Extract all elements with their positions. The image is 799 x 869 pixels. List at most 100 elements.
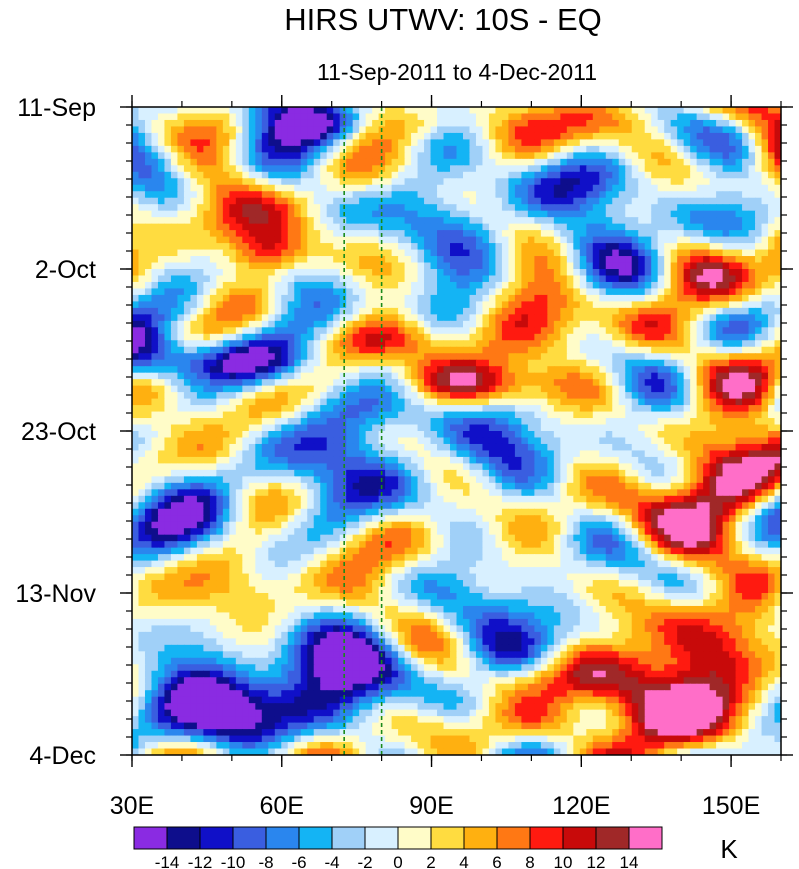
heatmap-cell bbox=[579, 249, 587, 257]
heatmap-cell bbox=[657, 301, 665, 309]
heatmap-cell bbox=[196, 288, 204, 296]
heatmap-cell bbox=[475, 340, 484, 348]
heatmap-cell bbox=[612, 398, 620, 406]
heatmap-cell bbox=[547, 392, 555, 400]
heatmap-cell bbox=[378, 184, 386, 192]
heatmap-cell bbox=[138, 333, 146, 341]
heatmap-cell bbox=[255, 223, 263, 231]
heatmap-cell bbox=[709, 113, 717, 121]
heatmap-cell bbox=[553, 379, 561, 387]
heatmap-cell bbox=[307, 366, 315, 374]
heatmap-cell bbox=[404, 262, 412, 270]
heatmap-cell bbox=[729, 405, 737, 413]
heatmap-cell bbox=[339, 288, 347, 296]
heatmap-cell bbox=[605, 171, 613, 179]
heatmap-cell bbox=[196, 236, 204, 244]
heatmap-cell bbox=[430, 333, 438, 341]
heatmap-cell bbox=[313, 333, 321, 341]
heatmap-cell bbox=[138, 288, 146, 296]
heatmap-cell bbox=[735, 424, 743, 432]
heatmap-cell bbox=[521, 217, 529, 225]
heatmap-cell bbox=[612, 243, 620, 251]
heatmap-cell bbox=[462, 178, 471, 186]
heatmap-cell bbox=[547, 372, 555, 380]
heatmap-cell bbox=[235, 314, 243, 322]
heatmap-cell bbox=[605, 411, 613, 419]
heatmap-cell bbox=[579, 359, 587, 367]
heatmap-cell bbox=[170, 132, 179, 140]
heatmap-cell bbox=[540, 275, 548, 283]
heatmap-cell bbox=[235, 424, 243, 432]
heatmap-cell bbox=[527, 398, 535, 406]
heatmap-cell bbox=[183, 346, 192, 354]
heatmap-cell bbox=[216, 392, 224, 400]
heatmap-cell bbox=[248, 139, 256, 147]
heatmap-cell bbox=[151, 113, 159, 121]
heatmap-cell bbox=[527, 119, 535, 128]
heatmap-cell bbox=[761, 165, 769, 173]
heatmap-cell bbox=[670, 424, 678, 432]
heatmap-cell bbox=[768, 236, 776, 244]
heatmap-cell bbox=[540, 204, 548, 212]
heatmap-cell bbox=[242, 333, 250, 341]
heatmap-cell bbox=[242, 281, 250, 290]
heatmap-cell bbox=[716, 262, 724, 270]
heatmap-cell bbox=[385, 269, 393, 277]
heatmap-cell bbox=[696, 385, 704, 393]
heatmap-cell bbox=[183, 217, 192, 225]
heatmap-cell bbox=[294, 126, 302, 134]
heatmap-cell bbox=[216, 359, 224, 367]
heatmap-cell bbox=[618, 346, 626, 354]
heatmap-cell bbox=[190, 294, 198, 302]
heatmap-cell bbox=[482, 223, 490, 231]
heatmap-cell bbox=[651, 314, 659, 322]
heatmap-cell bbox=[625, 119, 633, 128]
heatmap-cell bbox=[196, 307, 204, 315]
heatmap-cell bbox=[248, 119, 256, 128]
heatmap-cell bbox=[644, 385, 652, 393]
heatmap-cell bbox=[300, 269, 308, 277]
heatmap-cell bbox=[333, 126, 341, 134]
heatmap-cell bbox=[248, 340, 256, 348]
heatmap-cell bbox=[313, 366, 321, 374]
heatmap-cell bbox=[729, 113, 737, 121]
heatmap-cell bbox=[391, 210, 399, 218]
heatmap-cell bbox=[605, 243, 613, 251]
heatmap-cell bbox=[352, 191, 360, 199]
heatmap-cell bbox=[229, 152, 237, 160]
heatmap-cell bbox=[222, 294, 230, 302]
heatmap-cell bbox=[450, 385, 458, 393]
heatmap-cell bbox=[404, 353, 412, 361]
heatmap-cell bbox=[774, 307, 781, 315]
heatmap-cell bbox=[339, 314, 347, 322]
heatmap-cell bbox=[462, 281, 471, 290]
heatmap-cell bbox=[573, 178, 581, 186]
heatmap-cell bbox=[586, 281, 594, 290]
heatmap-cell bbox=[579, 366, 587, 374]
heatmap-cell bbox=[365, 210, 373, 218]
heatmap-cell bbox=[729, 288, 737, 296]
heatmap-cell bbox=[670, 197, 678, 205]
heatmap-cell bbox=[346, 359, 354, 367]
heatmap-cell bbox=[735, 204, 743, 212]
heatmap-cell bbox=[722, 333, 730, 341]
heatmap-cell bbox=[683, 158, 691, 166]
heatmap-cell bbox=[553, 385, 561, 393]
heatmap-cell bbox=[709, 178, 717, 186]
heatmap-cell bbox=[404, 158, 412, 166]
heatmap-cell bbox=[592, 301, 600, 309]
heatmap-cell bbox=[566, 346, 574, 354]
heatmap-cell bbox=[625, 411, 633, 419]
heatmap-cell bbox=[696, 113, 704, 121]
heatmap-cell bbox=[644, 236, 652, 244]
heatmap-cell bbox=[631, 340, 639, 348]
heatmap-cell bbox=[378, 424, 386, 432]
heatmap-cell bbox=[170, 107, 179, 115]
heatmap-cell bbox=[651, 424, 659, 432]
heatmap-cell bbox=[605, 353, 613, 361]
heatmap-cell bbox=[398, 301, 406, 309]
heatmap-cell bbox=[703, 178, 711, 186]
heatmap-cell bbox=[761, 333, 769, 341]
heatmap-cell bbox=[229, 132, 237, 140]
heatmap-cell bbox=[495, 126, 503, 134]
